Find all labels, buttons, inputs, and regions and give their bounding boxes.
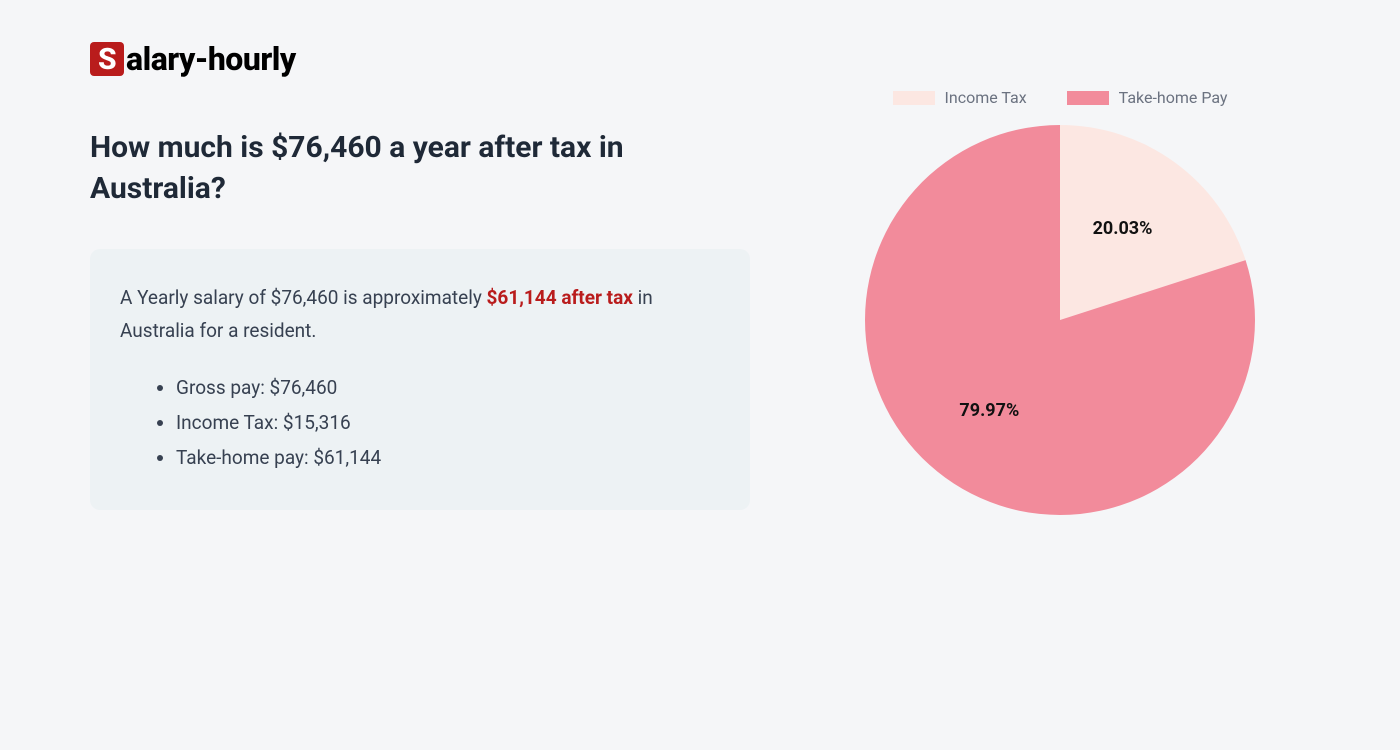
summary-text: A Yearly salary of $76,460 is approximat…	[120, 281, 720, 348]
summary-highlight: $61,144 after tax	[487, 286, 633, 309]
legend-swatch	[893, 91, 935, 105]
pie-slice-label: 79.97%	[959, 400, 1019, 421]
chart-legend: Income Tax Take-home Pay	[893, 88, 1228, 107]
list-item: Income Tax: $15,316	[176, 407, 720, 438]
pie-slice-label: 20.03%	[1093, 218, 1153, 239]
legend-label: Income Tax	[945, 88, 1027, 107]
site-logo: Salary-hourly	[90, 40, 1310, 78]
left-column: How much is $76,460 a year after tax in …	[90, 128, 750, 515]
pie-svg	[865, 125, 1255, 515]
legend-swatch	[1067, 91, 1109, 105]
page: Salary-hourly How much is $76,460 a year…	[0, 0, 1400, 555]
pie-chart: 20.03% 79.97%	[865, 125, 1255, 515]
legend-item-income-tax: Income Tax	[893, 88, 1027, 107]
content-row: How much is $76,460 a year after tax in …	[90, 128, 1310, 515]
legend-item-take-home: Take-home Pay	[1067, 88, 1228, 107]
logo-text: alary-hourly	[126, 40, 296, 78]
info-box: A Yearly salary of $76,460 is approximat…	[90, 249, 750, 510]
summary-prefix: A Yearly salary of $76,460 is approximat…	[120, 286, 487, 309]
page-title: How much is $76,460 a year after tax in …	[90, 128, 750, 209]
details-list: Gross pay: $76,460 Income Tax: $15,316 T…	[120, 372, 720, 474]
right-column: Income Tax Take-home Pay 20.03% 79.97%	[810, 88, 1310, 515]
logo-badge: S	[90, 42, 124, 76]
list-item: Take-home pay: $61,144	[176, 442, 720, 473]
legend-label: Take-home Pay	[1119, 88, 1228, 107]
list-item: Gross pay: $76,460	[176, 372, 720, 403]
